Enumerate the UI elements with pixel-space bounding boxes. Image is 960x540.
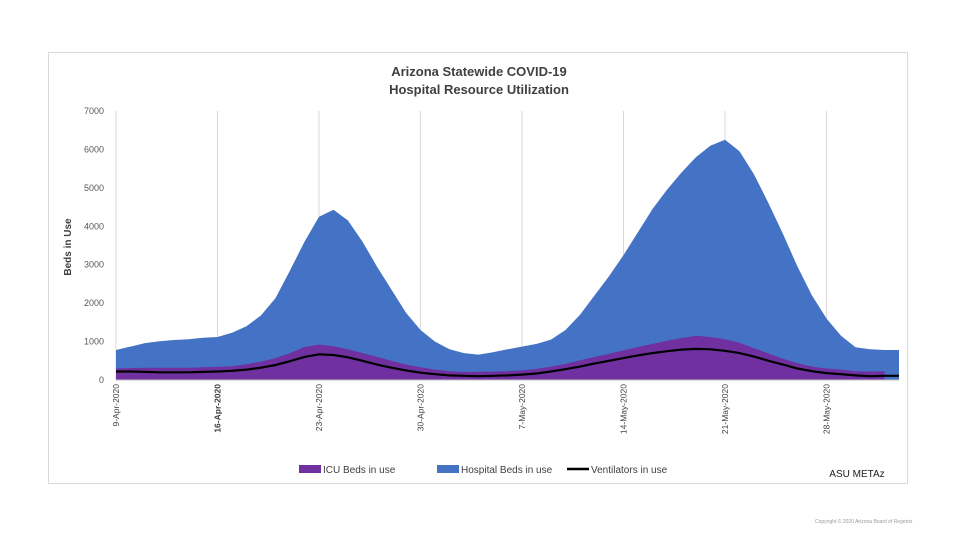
y-tick-label: 3000 [84,260,104,270]
x-tick-label: 28-May-2020 [822,384,832,434]
legend-label-ventilators: Ventilators in use [591,465,668,476]
legend: ICU Beds in use Hospital Beds in use Venti… [299,465,668,476]
chart: Arizona Statewide COVID-19 Hospital Reso… [63,64,899,480]
x-tick-label: 7-May-2020 [517,384,527,430]
chart-frame: Arizona Statewide COVID-19 Hospital Reso… [48,52,908,484]
y-axis-label: Beds in Use [63,218,74,276]
y-tick-label: 4000 [84,221,104,231]
legend-swatch-hospital [437,465,459,473]
y-tick-label: 1000 [84,337,104,347]
watermark: ASU METAz [829,469,884,480]
y-tick-label: 2000 [84,298,104,308]
ventilators-line [116,347,899,378]
y-tick-label: 7000 [84,106,104,116]
y-tick-label: 6000 [84,144,104,154]
y-tick-label: 5000 [84,183,104,193]
x-tick-label: 23-Apr-2020 [314,384,324,432]
y-tick-label: 0 [99,375,104,385]
copyright-notice: Copyright © 2020 Arizona Board of Regent… [815,519,913,525]
hospital-beds-area [116,139,899,380]
axes: 0 1000 2000 3000 4000 5000 6000 7000 9-Apr-2020 1… [84,106,899,434]
x-tick-label: 14-May-2020 [619,384,629,434]
data-areas [116,139,899,380]
legend-label-hospital: Hospital Beds in use [461,465,553,476]
x-tick-label: 9-Apr-2020 [111,384,121,427]
x-tick-label: 30-Apr-2020 [416,384,426,432]
icu-beds-area [116,335,885,380]
legend-swatch-icu [299,465,321,473]
x-tick-label: 16-Apr-2020 [213,384,223,433]
x-tick-label: 21-May-2020 [720,384,730,434]
legend-label-icu: ICU Beds in use [323,465,396,476]
chart-title: Arizona Statewide COVID-19 [391,64,567,79]
chart-subtitle: Hospital Resource Utilization [389,82,569,97]
